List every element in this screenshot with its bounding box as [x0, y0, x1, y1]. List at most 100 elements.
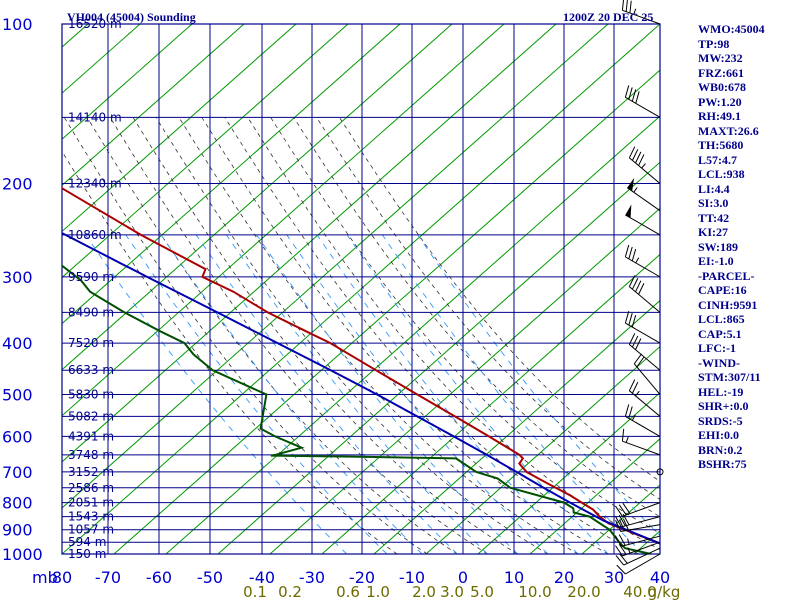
index-entry: EHI:0.0: [698, 428, 740, 442]
barb-feather: [615, 555, 625, 566]
mixing-ratio-label: 5.0: [470, 583, 494, 600]
mixing-ratio-label: 40.0: [623, 583, 656, 600]
barb-feather: [628, 146, 636, 159]
barb-staff: [626, 187, 661, 212]
dry-adiabat: [477, 392, 660, 554]
mixing-ratio-line: [160, 234, 423, 554]
mixing-ratio-line: [226, 234, 488, 554]
wind-barbs: [614, 0, 664, 575]
barb-feather: [614, 535, 622, 547]
barb-staff: [625, 214, 661, 236]
barb-staff: [622, 9, 661, 25]
mixing-ratio-line: [382, 234, 644, 554]
barb-feather: [615, 520, 622, 532]
moist-adiabats: [62, 117, 660, 554]
height-label: 1543 m: [68, 510, 114, 524]
wind-barb: [615, 502, 661, 517]
barb-staff: [621, 516, 661, 528]
height-label: 5830 m: [68, 387, 114, 401]
height-label: 3152 m: [68, 465, 114, 479]
index-entry: BRN:0.2: [698, 442, 743, 457]
mixing-ratio-label: 20.0: [567, 583, 600, 600]
mixing-ratio-line: [286, 234, 549, 554]
barb-feather: [621, 0, 624, 11]
grid: [61, 23, 661, 555]
index-entry: SHR+:0.0: [698, 399, 749, 413]
mixing-ratio-label: 0.6: [336, 583, 360, 600]
pressure-label: 700: [2, 463, 33, 482]
barb-feather: [621, 428, 625, 442]
index-entry: CAPE:16: [698, 283, 747, 297]
barb-feather: [618, 504, 627, 516]
barb-feather: [618, 543, 627, 555]
index-entry: LI:4.4: [698, 181, 730, 196]
barb-feather: [631, 149, 639, 161]
barb-feather: [631, 248, 637, 262]
barb-feather: [624, 244, 630, 258]
height-label: 8490 m: [68, 305, 114, 319]
barb-feather: [618, 514, 626, 527]
height-label: 3748 m: [68, 448, 114, 462]
barb-feather: [624, 311, 630, 324]
wind-barb: [628, 275, 661, 313]
index-entry: -PARCEL-: [698, 268, 755, 283]
barb-staff: [625, 256, 661, 278]
height-label: 2586 m: [68, 481, 114, 495]
temperature-tick-label: -70: [95, 568, 121, 587]
index-entry: HEL:-19: [698, 384, 744, 399]
mixing-ratio-line: [316, 234, 579, 554]
barb-staff: [623, 547, 661, 566]
wind-barb: [628, 379, 661, 417]
wind-barb: [614, 534, 661, 547]
barb-staff: [625, 553, 661, 575]
barb-staff: [621, 535, 661, 547]
barb-feather: [622, 518, 629, 531]
barb-feather: [625, 0, 628, 12]
dry-adiabat: [217, 161, 660, 554]
index-entry: LFC:-1: [698, 341, 736, 355]
dry-adiabat: [62, 24, 609, 509]
barb-feather: [628, 246, 633, 260]
index-entry: FRZ:661: [698, 65, 744, 80]
height-label: 5082 m: [68, 409, 114, 423]
wind-barb: [656, 468, 664, 476]
barb-feather: [628, 87, 633, 100]
index-entry: MAXT:26.6: [698, 123, 759, 138]
barb-feather: [633, 353, 642, 365]
barb-staff: [633, 363, 661, 395]
barb-feather: [631, 335, 639, 348]
mixing-ratio-label: 10.0: [518, 583, 551, 600]
dry-adiabat: [165, 115, 660, 554]
height-label: 594 m: [68, 535, 106, 549]
barb-half-feather: [633, 187, 638, 193]
moist-adiabat: [339, 117, 660, 482]
barb-staff: [629, 157, 661, 184]
temperature-tick-label: -30: [299, 568, 325, 587]
barb-feather: [628, 275, 636, 287]
sounding-traces: [62, 187, 660, 554]
index-entry: -WIND-: [698, 355, 740, 370]
index-entry: TH:5680: [698, 138, 744, 152]
mixing-ratio-line: [256, 234, 519, 554]
barb-feather: [619, 519, 626, 532]
index-entry: RH:49.1: [698, 109, 741, 123]
moist-adiabat: [247, 117, 660, 550]
valid-time: 1200Z 20 DEC 25: [563, 10, 653, 24]
wind-barb: [616, 553, 661, 575]
mixing-ratio-line: [195, 234, 458, 554]
moist-adiabat: [62, 150, 398, 554]
barb-half-feather: [635, 390, 640, 397]
barb-feather: [624, 85, 630, 98]
dry-adiabat: [62, 24, 245, 186]
height-label: 6633 m: [68, 363, 114, 377]
barb-staff: [629, 344, 661, 371]
mixing-ratio-line: [346, 234, 609, 554]
mixing-ratio-label: 1.0: [366, 583, 390, 600]
barb-feather: [631, 315, 637, 328]
dry-adiabat: [62, 24, 193, 140]
wind-barb: [624, 244, 661, 278]
barb-feather: [631, 89, 637, 102]
pressure-label: 300: [2, 268, 33, 287]
dry-adiabat: [373, 299, 660, 554]
dry-adiabat: [529, 438, 660, 554]
